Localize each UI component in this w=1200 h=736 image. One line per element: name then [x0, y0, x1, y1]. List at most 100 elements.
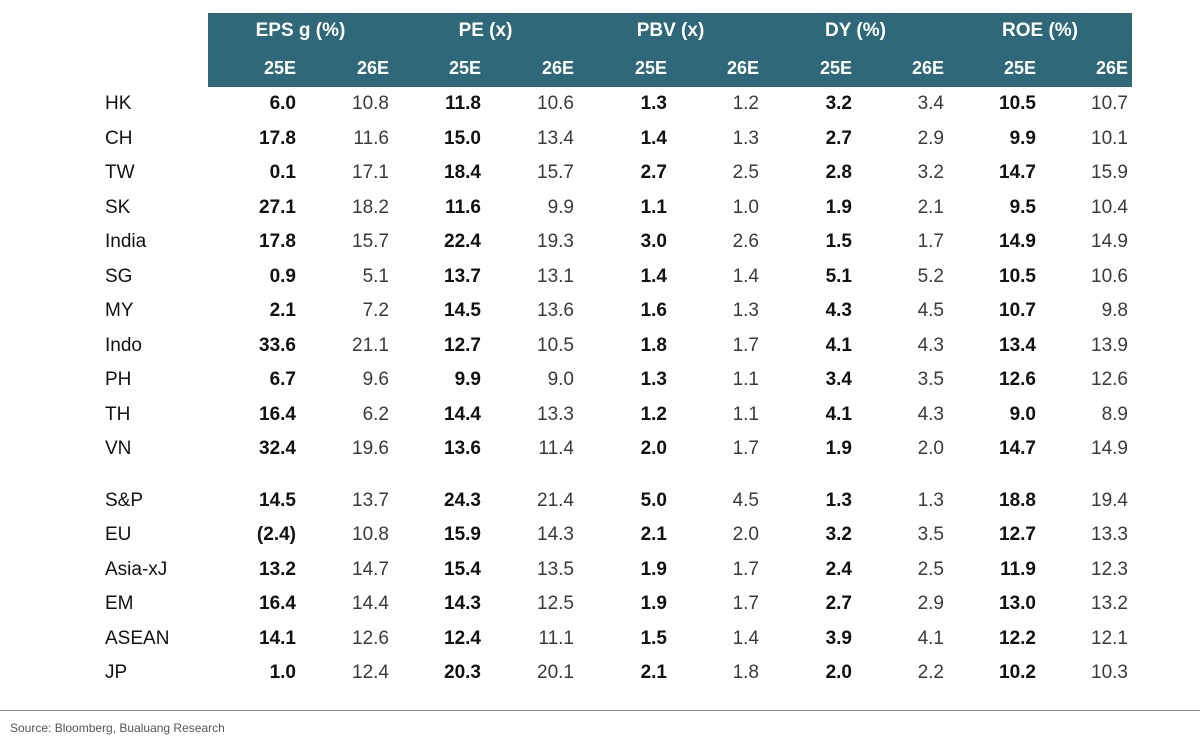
- value-cell: 1.9: [825, 196, 852, 218]
- value-cell: 21.1: [352, 334, 389, 356]
- row-label: SG: [105, 265, 133, 287]
- value-cell: 33.6: [259, 334, 296, 356]
- value-cell: 2.2: [917, 662, 944, 684]
- value-cell: 9.0: [1009, 403, 1036, 425]
- value-cell: 2.0: [640, 438, 667, 460]
- value-cell: 13.9: [1091, 334, 1128, 356]
- table-row: ASEAN 14.1 12.6 12.4 11.1 1.5 1.4 3.9 4.1 12.2 12.…: [95, 622, 1132, 657]
- header-corner-2: [95, 49, 208, 87]
- header-year: 26E: [856, 49, 948, 87]
- value-cell: 13.2: [259, 558, 296, 580]
- value-cell: 11.6: [353, 127, 389, 149]
- valuation-table: EPS g (%) PE (x) PBV (x) DY (%) ROE (%) …: [95, 13, 1132, 691]
- value-cell: 15.9: [444, 524, 481, 546]
- row-label: EU: [105, 524, 132, 546]
- value-cell: 3.4: [917, 93, 944, 115]
- value-cell: 15.0: [444, 127, 481, 149]
- table-row: TH 16.4 6.2 14.4 13.3 1.2 1.1 4.1 4.3 9.0 8.9: [95, 398, 1132, 433]
- value-cell: 1.7: [732, 593, 759, 615]
- value-cell: 1.5: [640, 627, 667, 649]
- value-cell: 10.5: [999, 93, 1036, 115]
- value-cell: 18.8: [999, 489, 1036, 511]
- table-row: S&P 14.5 13.7 24.3 21.4 5.0 4.5 1.3 1.3 18.8 19.4: [95, 484, 1132, 519]
- value-cell: 1.4: [640, 127, 667, 149]
- value-cell: 13.2: [1091, 593, 1128, 615]
- value-cell: 15.4: [444, 558, 481, 580]
- value-cell: 4.5: [732, 489, 759, 511]
- value-cell: 1.3: [917, 489, 944, 511]
- value-cell: 12.7: [999, 524, 1036, 546]
- value-cell: 11.6: [445, 196, 481, 218]
- row-label: JP: [105, 662, 128, 684]
- value-cell: 4.3: [917, 403, 944, 425]
- value-cell: 5.2: [917, 265, 944, 287]
- value-cell: 2.9: [917, 593, 944, 615]
- value-cell: 2.0: [917, 438, 944, 460]
- header-year: 26E: [671, 49, 763, 87]
- value-cell: 12.4: [352, 662, 389, 684]
- header-group-pbv: PBV (x): [578, 13, 763, 49]
- value-cell: 14.3: [444, 593, 481, 615]
- value-cell: 14.1: [259, 627, 296, 649]
- value-cell: 13.3: [537, 403, 574, 425]
- header-corner: [95, 13, 208, 49]
- value-cell: 13.0: [999, 593, 1036, 615]
- value-cell: 3.5: [917, 524, 944, 546]
- value-cell: 2.1: [917, 196, 944, 218]
- value-cell: 3.2: [825, 93, 852, 115]
- value-cell: 13.6: [444, 438, 481, 460]
- value-cell: 1.1: [732, 369, 759, 391]
- value-cell: 1.3: [825, 489, 852, 511]
- value-cell: 16.4: [259, 403, 296, 425]
- table-row: Indo 33.6 21.1 12.7 10.5 1.8 1.7 4.1 4.3 13.4 13.9: [95, 329, 1132, 364]
- header-group-pe: PE (x): [393, 13, 578, 49]
- value-cell: 1.4: [640, 265, 667, 287]
- value-cell: 1.0: [732, 196, 759, 218]
- value-cell: 2.9: [917, 127, 944, 149]
- value-cell: 12.1: [1091, 627, 1128, 649]
- value-cell: 12.4: [444, 627, 481, 649]
- value-cell: 5.1: [825, 265, 852, 287]
- header-year: 26E: [300, 49, 393, 87]
- value-cell: 19.6: [352, 438, 389, 460]
- value-cell: 10.6: [1091, 265, 1128, 287]
- row-label: India: [105, 231, 147, 253]
- header-year: 25E: [763, 49, 856, 87]
- value-cell: 27.1: [259, 196, 296, 218]
- value-cell: 5.1: [362, 265, 389, 287]
- table-row: EU (2.4) 10.8 15.9 14.3 2.1 2.0 3.2 3.5 12.7 13.3: [95, 518, 1132, 553]
- value-cell: 1.1: [640, 196, 667, 218]
- value-cell: 1.7: [732, 558, 759, 580]
- value-cell: 2.5: [917, 558, 944, 580]
- value-cell: (2.4): [256, 524, 296, 546]
- value-cell: 9.9: [1009, 127, 1036, 149]
- header-group-row: EPS g (%) PE (x) PBV (x) DY (%) ROE (%): [95, 13, 1132, 49]
- table-row: PH 6.7 9.6 9.9 9.0 1.3 1.1 3.4 3.5 12.6 12.6: [95, 363, 1132, 398]
- value-cell: 1.1: [732, 403, 759, 425]
- value-cell: 10.1: [1091, 127, 1128, 149]
- value-cell: 9.8: [1101, 300, 1128, 322]
- value-cell: 6.0: [269, 93, 296, 115]
- value-cell: 16.4: [259, 593, 296, 615]
- table-row: Asia-xJ 13.2 14.7 15.4 13.5 1.9 1.7 2.4 2.5 11.9 1…: [95, 553, 1132, 588]
- value-cell: 9.9: [547, 196, 574, 218]
- value-cell: 9.0: [547, 369, 574, 391]
- value-cell: 2.1: [269, 300, 296, 322]
- value-cell: 11.4: [538, 438, 574, 460]
- row-label: TH: [105, 403, 131, 425]
- value-cell: 12.6: [999, 369, 1036, 391]
- value-cell: 10.6: [537, 93, 574, 115]
- value-cell: 13.6: [537, 300, 574, 322]
- row-label: ASEAN: [105, 627, 170, 649]
- table-row: JP 1.0 12.4 20.3 20.1 2.1 1.8 2.0 2.2 10.2 10.3: [95, 656, 1132, 691]
- value-cell: 10.2: [999, 662, 1036, 684]
- table-row: MY 2.1 7.2 14.5 13.6 1.6 1.3 4.3 4.5 10.7 9.8: [95, 294, 1132, 329]
- value-cell: 2.7: [825, 127, 852, 149]
- row-label: CH: [105, 127, 133, 149]
- header-group-roe: ROE (%): [948, 13, 1132, 49]
- value-cell: 18.2: [352, 196, 389, 218]
- value-cell: 15.9: [1091, 162, 1128, 184]
- source-note: Source: Bloomberg, Bualuang Research: [10, 721, 225, 735]
- footer-divider: [0, 710, 1200, 711]
- value-cell: 2.5: [732, 162, 759, 184]
